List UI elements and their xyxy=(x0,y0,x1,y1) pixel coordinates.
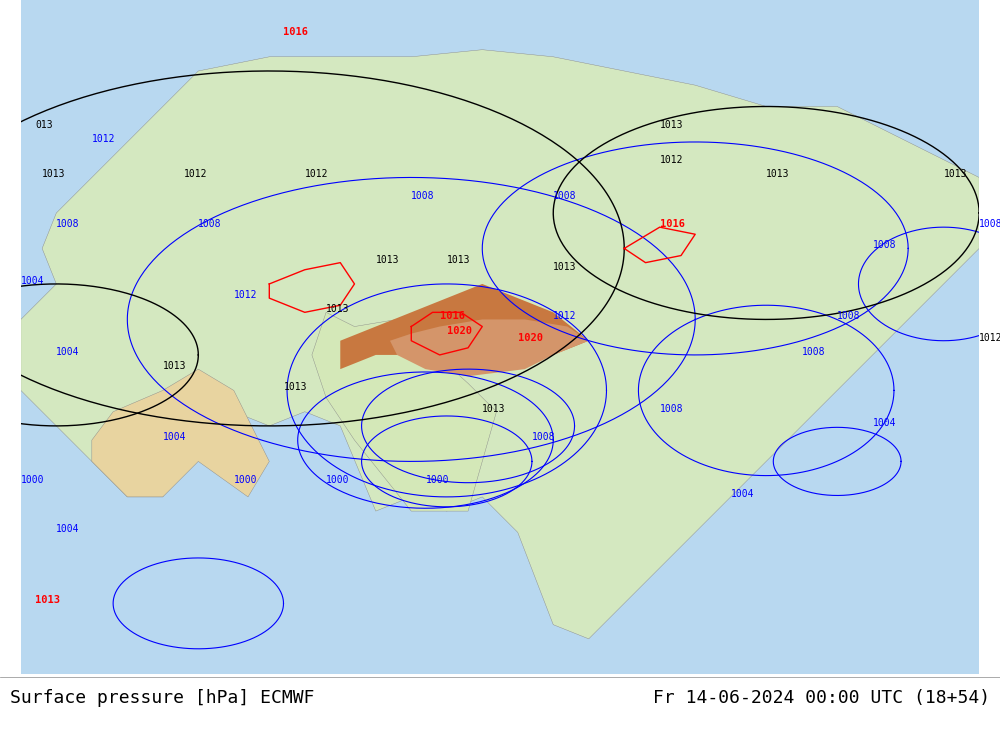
Text: 1016: 1016 xyxy=(660,219,685,229)
Text: 1004: 1004 xyxy=(21,276,44,286)
Text: 1000: 1000 xyxy=(425,475,449,485)
Text: 1016: 1016 xyxy=(283,28,308,37)
Text: 1013: 1013 xyxy=(283,383,307,392)
Text: 1008: 1008 xyxy=(802,347,825,357)
Polygon shape xyxy=(340,284,589,369)
Text: 1013: 1013 xyxy=(163,361,186,371)
Text: 1013: 1013 xyxy=(326,304,350,314)
Text: 1008: 1008 xyxy=(660,404,683,413)
Polygon shape xyxy=(312,312,496,511)
Polygon shape xyxy=(21,50,979,639)
Text: 013: 013 xyxy=(35,119,53,130)
Text: 1008: 1008 xyxy=(837,312,861,322)
Text: 1012: 1012 xyxy=(92,134,115,144)
Text: 1012: 1012 xyxy=(553,312,577,322)
Text: 1000: 1000 xyxy=(326,475,350,485)
Text: 1013: 1013 xyxy=(482,404,506,413)
Text: 1013: 1013 xyxy=(35,595,60,605)
Text: 1008: 1008 xyxy=(198,219,222,229)
Text: 1012: 1012 xyxy=(660,155,683,165)
Text: 1000: 1000 xyxy=(21,475,44,485)
Text: 1008: 1008 xyxy=(979,219,1000,229)
Text: 1012: 1012 xyxy=(979,333,1000,343)
Text: 1013: 1013 xyxy=(944,169,967,180)
Text: Surface pressure [hPa] ECMWF: Surface pressure [hPa] ECMWF xyxy=(10,689,314,707)
Text: Fr 14-06-2024 00:00 UTC (18+54): Fr 14-06-2024 00:00 UTC (18+54) xyxy=(653,689,990,707)
Text: 1004: 1004 xyxy=(56,524,80,534)
Text: 1004: 1004 xyxy=(731,489,754,499)
Text: 1004: 1004 xyxy=(56,347,80,357)
Text: 1008: 1008 xyxy=(873,240,896,251)
Text: 1008: 1008 xyxy=(553,191,577,201)
Text: 1000: 1000 xyxy=(234,475,257,485)
Text: 1008: 1008 xyxy=(532,432,555,442)
Polygon shape xyxy=(92,369,269,497)
Text: 1013: 1013 xyxy=(553,262,577,272)
Text: 1020: 1020 xyxy=(518,333,543,343)
Text: 1012: 1012 xyxy=(305,169,328,180)
Text: 1004: 1004 xyxy=(873,418,896,428)
Text: 1013: 1013 xyxy=(376,254,399,265)
Text: 1012: 1012 xyxy=(234,290,257,300)
Text: 1013: 1013 xyxy=(42,169,66,180)
Text: 1012: 1012 xyxy=(184,169,208,180)
Text: 1013: 1013 xyxy=(447,254,470,265)
Text: 1016: 1016 xyxy=(440,312,465,322)
Text: 1008: 1008 xyxy=(56,219,80,229)
Text: 1013: 1013 xyxy=(660,119,683,130)
Text: 1004: 1004 xyxy=(163,432,186,442)
Text: 1008: 1008 xyxy=(411,191,435,201)
Text: 1020: 1020 xyxy=(447,325,472,336)
Polygon shape xyxy=(390,320,589,376)
Text: 1013: 1013 xyxy=(766,169,790,180)
